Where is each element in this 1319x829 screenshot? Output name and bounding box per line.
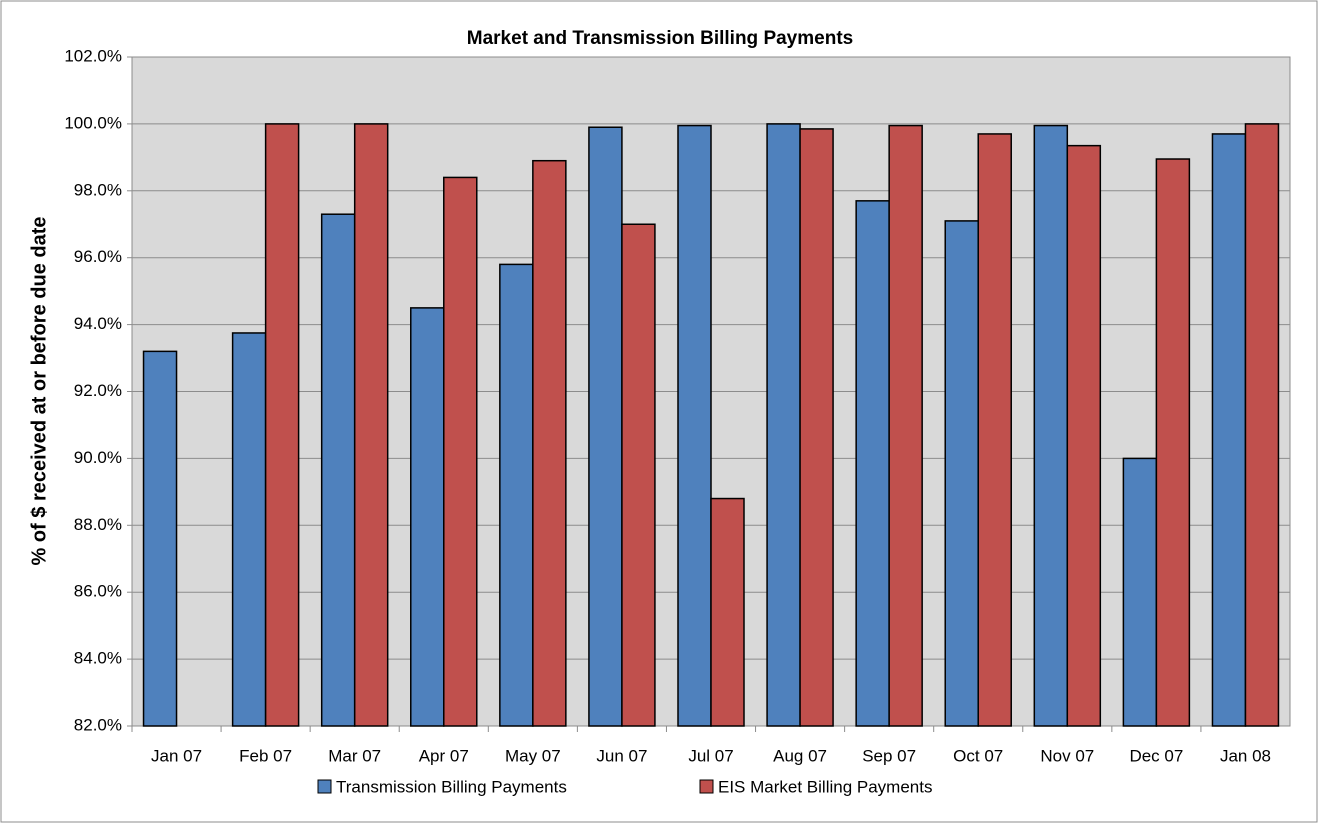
x-tick-label: Dec 07 bbox=[1129, 746, 1183, 765]
x-tick-label: Mar 07 bbox=[328, 746, 381, 765]
bar bbox=[944, 220, 979, 727]
bar bbox=[231, 332, 267, 727]
x-tick-label: Jan 07 bbox=[151, 746, 202, 765]
bar bbox=[264, 123, 300, 727]
bar bbox=[766, 123, 801, 727]
x-tick-label: Oct 07 bbox=[953, 746, 1003, 765]
bar bbox=[588, 126, 623, 727]
bar bbox=[621, 223, 656, 727]
x-tick-label: Jul 07 bbox=[688, 746, 733, 765]
chart-title: Market and Transmission Billing Payments bbox=[467, 28, 853, 49]
y-tick-label: 92.0% bbox=[74, 381, 122, 400]
bar bbox=[353, 123, 389, 727]
x-tick-label: Nov 07 bbox=[1040, 746, 1094, 765]
bar bbox=[532, 159, 567, 727]
bar bbox=[1155, 158, 1191, 727]
y-tick-label: 88.0% bbox=[74, 515, 122, 534]
y-tick-label: 90.0% bbox=[74, 448, 122, 467]
bar bbox=[710, 497, 745, 727]
legend-swatch bbox=[699, 779, 714, 794]
bar bbox=[410, 307, 445, 727]
y-tick-label: 96.0% bbox=[74, 247, 122, 266]
bar bbox=[1066, 144, 1102, 727]
bar bbox=[855, 200, 890, 727]
bar bbox=[1244, 123, 1280, 727]
y-tick-label: 86.0% bbox=[74, 582, 122, 601]
y-tick-label: 94.0% bbox=[74, 314, 122, 333]
x-tick-label: Jan 08 bbox=[1220, 746, 1271, 765]
y-tick-label: 100.0% bbox=[64, 113, 122, 132]
bar bbox=[499, 263, 534, 727]
x-tick-label: Apr 07 bbox=[419, 746, 469, 765]
legend-label: EIS Market Billing Payments bbox=[718, 777, 932, 796]
bar bbox=[888, 124, 923, 727]
bar bbox=[677, 124, 712, 727]
bar bbox=[320, 213, 356, 727]
y-tick-label: 84.0% bbox=[74, 649, 122, 668]
x-tick-label: Sep 07 bbox=[862, 746, 916, 765]
bar bbox=[142, 350, 178, 727]
bar bbox=[1211, 133, 1247, 727]
bar bbox=[1033, 124, 1069, 727]
bar bbox=[443, 176, 478, 727]
y-tick-label: 98.0% bbox=[74, 180, 122, 199]
x-tick-label: Feb 07 bbox=[239, 746, 292, 765]
y-tick-label: 102.0% bbox=[64, 46, 122, 65]
bar bbox=[799, 128, 834, 727]
y-tick-label: 82.0% bbox=[74, 715, 122, 734]
y-axis-label: % of $ received at or before due date bbox=[28, 217, 50, 566]
legend-swatch bbox=[317, 779, 332, 794]
bar bbox=[977, 133, 1012, 727]
legend-label: Transmission Billing Payments bbox=[336, 777, 567, 796]
x-tick-label: Aug 07 bbox=[773, 746, 827, 765]
bar bbox=[1122, 457, 1158, 727]
x-tick-label: May 07 bbox=[505, 746, 561, 765]
x-tick-label: Jun 07 bbox=[596, 746, 647, 765]
